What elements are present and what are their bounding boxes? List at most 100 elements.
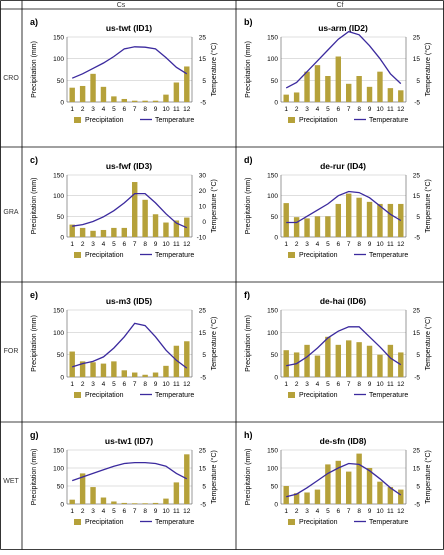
- precipitation-bar: [111, 227, 117, 237]
- precipitation-bar: [90, 362, 96, 377]
- x-tick-label: 3: [305, 241, 309, 248]
- y-tick-label: 100: [53, 466, 64, 473]
- x-tick-label: 11: [387, 106, 394, 113]
- y2-tick-label: 5: [416, 214, 420, 221]
- precipitation-bar: [184, 66, 190, 102]
- precipitation-bar: [304, 492, 310, 504]
- precipitation-bar: [283, 350, 289, 377]
- x-tick-label: 5: [112, 508, 116, 515]
- precipitation-bar: [121, 98, 127, 102]
- x-tick-label: 8: [357, 241, 361, 248]
- panel-letter: g): [30, 430, 39, 440]
- y-tick-label: 150: [53, 448, 64, 455]
- x-tick-label: 10: [376, 106, 384, 113]
- precipitation-bar: [387, 344, 394, 377]
- x-tick-label: 12: [183, 381, 191, 388]
- legend-precip-label: Precipitation: [85, 117, 124, 124]
- legend-precip-swatch: [74, 117, 81, 123]
- x-tick-label: 8: [357, 106, 361, 113]
- x-tick-label: 5: [112, 381, 116, 388]
- legend-temp-label: Temperature: [155, 392, 194, 399]
- precipitation-bar: [79, 473, 86, 504]
- precipitation-bar: [314, 65, 321, 102]
- x-tick-label: 8: [357, 508, 361, 515]
- chart-title: us-tw1 (ID7): [105, 436, 153, 446]
- y-tick-label: 150: [53, 35, 64, 42]
- precipitation-bar: [293, 217, 300, 237]
- precipitation-bar: [163, 94, 169, 102]
- panel-letter: b): [244, 17, 253, 27]
- legend-precip-label: Precipitation: [299, 392, 338, 399]
- precipitation-bar: [314, 489, 321, 504]
- x-tick-label: 6: [336, 381, 340, 388]
- temperature-line: [285, 30, 402, 89]
- y2-tick-label: -5: [414, 502, 420, 509]
- y-tick-label: 50: [271, 78, 279, 85]
- precipitation-bar: [121, 370, 127, 377]
- y-tick-label: 100: [267, 56, 278, 63]
- legend-precip-swatch: [74, 252, 81, 258]
- y-tick-label: 150: [267, 35, 278, 42]
- x-tick-label: 10: [162, 106, 170, 113]
- y-tick-label: 150: [267, 308, 278, 315]
- precipitation-bar: [69, 499, 75, 504]
- legend-precip-label: Precipitation: [85, 252, 124, 259]
- x-tick-label: 5: [326, 106, 330, 113]
- chart-panel-6: f)de-hai (ID6)050100150-551525Precipitat…: [244, 290, 432, 399]
- chart-title: de-sfn (ID8): [320, 436, 367, 446]
- x-tick-label: 3: [91, 106, 95, 113]
- x-tick-label: 12: [183, 241, 191, 248]
- y-tick-label: 50: [57, 214, 65, 221]
- x-tick-label: 1: [70, 106, 74, 113]
- precipitation-bar: [163, 222, 169, 237]
- x-tick-label: 10: [162, 508, 170, 515]
- y-tick-label: 50: [57, 352, 65, 359]
- precipitation-bar: [184, 454, 190, 504]
- precipitation-bar: [142, 100, 148, 102]
- x-tick-label: 3: [305, 508, 309, 515]
- precipitation-bar: [173, 482, 180, 504]
- y-tick-label: 150: [267, 173, 278, 180]
- x-tick-label: 9: [368, 241, 372, 248]
- panel-letter: h): [244, 430, 253, 440]
- precipitation-bar: [377, 481, 383, 504]
- x-tick-label: 1: [70, 241, 74, 248]
- y-tick-label: 50: [57, 78, 65, 85]
- row-header-for: FOR: [4, 348, 19, 355]
- y-tick-label: 50: [271, 352, 279, 359]
- x-tick-label: 6: [122, 241, 126, 248]
- precipitation-bar: [132, 503, 138, 504]
- x-tick-label: 9: [368, 381, 372, 388]
- legend-precip-label: Precipitation: [85, 392, 124, 399]
- y2-tick-label: -5: [414, 235, 420, 242]
- y-tick-label: 50: [57, 484, 65, 491]
- precipitation-bar: [173, 220, 180, 237]
- y-tick-label: 50: [271, 484, 279, 491]
- legend-precip-swatch: [288, 519, 295, 525]
- legend-temp-label: Temperature: [369, 519, 408, 526]
- x-tick-label: 9: [154, 508, 158, 515]
- chart-title: de-hai (ID6): [320, 296, 366, 306]
- x-tick-label: 1: [284, 381, 288, 388]
- panel-letter: f): [244, 290, 250, 300]
- x-tick-label: 5: [326, 508, 330, 515]
- x-tick-label: 2: [295, 241, 299, 248]
- y2-tick-label: 25: [413, 308, 421, 315]
- precipitation-bar: [366, 345, 373, 377]
- x-tick-label: 2: [81, 106, 85, 113]
- precipitation-bar: [142, 503, 148, 504]
- precipitation-bar: [111, 361, 117, 377]
- legend-temp-label: Temperature: [155, 252, 194, 259]
- y2-tick-label: 15: [413, 193, 421, 200]
- y2-axis-title: Temperature (°C): [210, 43, 218, 97]
- x-tick-label: 12: [397, 508, 405, 515]
- y-axis-title: Precipitation (mm): [31, 315, 38, 372]
- y-tick-label: 150: [53, 308, 64, 315]
- legend-precip-swatch: [288, 392, 295, 398]
- x-tick-label: 1: [284, 241, 288, 248]
- y2-axis-title: Temperature (°C): [210, 179, 218, 233]
- x-tick-label: 10: [376, 241, 384, 248]
- legend-temp-label: Temperature: [155, 519, 194, 526]
- y-tick-label: 0: [60, 502, 64, 509]
- legend-precip-swatch: [74, 392, 81, 398]
